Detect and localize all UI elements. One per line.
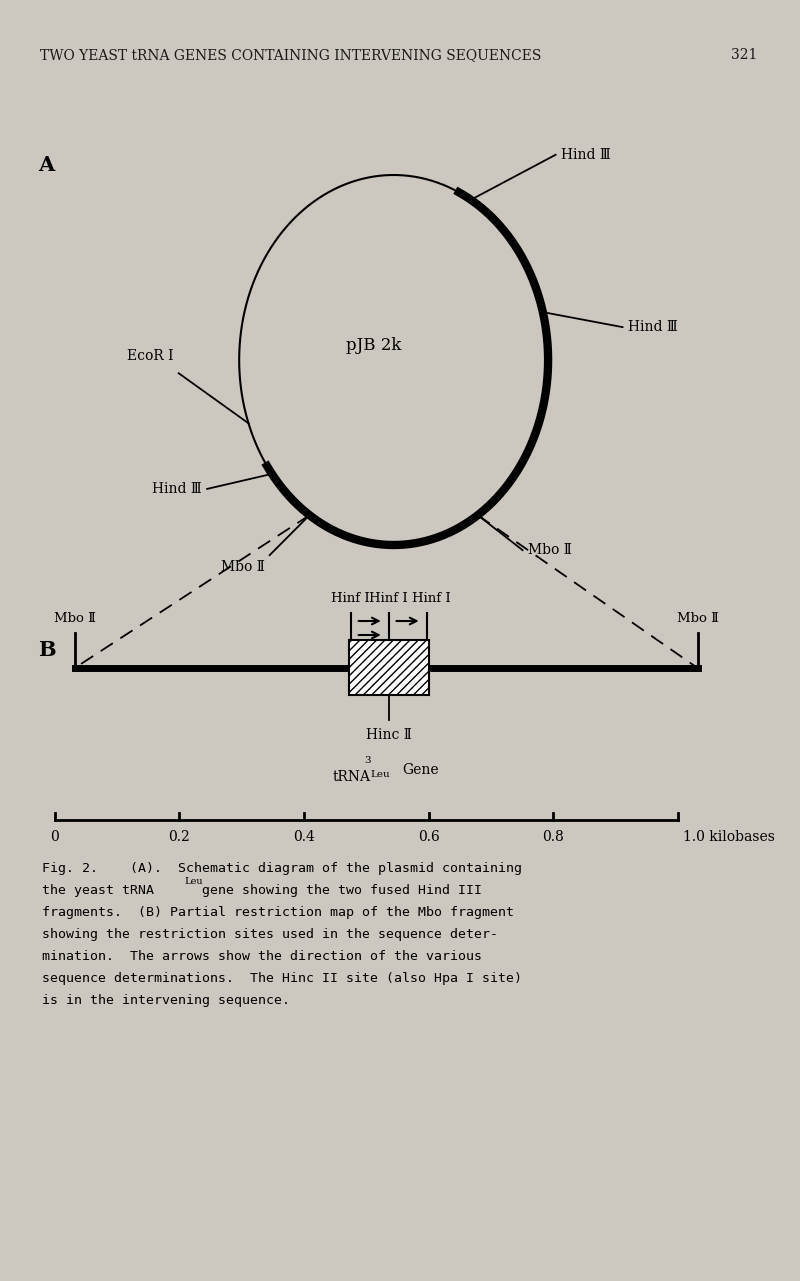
- Text: fragments.  (B) Partial restriction map of the Mbo fragment: fragments. (B) Partial restriction map o…: [42, 906, 514, 918]
- Text: B: B: [38, 640, 55, 660]
- Text: pJB 2k: pJB 2k: [346, 337, 402, 354]
- Text: Mbo Ⅱ: Mbo Ⅱ: [677, 612, 718, 625]
- Text: Hinc Ⅱ: Hinc Ⅱ: [366, 728, 411, 742]
- Text: Mbo Ⅱ: Mbo Ⅱ: [54, 612, 96, 625]
- Text: TWO YEAST tRNA GENES CONTAINING INTERVENING SEQUENCES: TWO YEAST tRNA GENES CONTAINING INTERVEN…: [40, 47, 542, 61]
- Text: Leu: Leu: [370, 770, 390, 779]
- Text: A: A: [38, 155, 54, 175]
- Text: Mbo Ⅱ: Mbo Ⅱ: [527, 543, 571, 557]
- Text: 321: 321: [731, 47, 758, 61]
- Text: Hinf I: Hinf I: [412, 592, 451, 605]
- Text: 0: 0: [50, 830, 59, 844]
- Text: 0.4: 0.4: [293, 830, 315, 844]
- Text: Hind Ⅲ: Hind Ⅲ: [627, 320, 678, 334]
- Text: Hinf I: Hinf I: [370, 592, 408, 605]
- Text: EcoR I: EcoR I: [127, 350, 174, 364]
- Text: is in the intervening sequence.: is in the intervening sequence.: [42, 994, 290, 1007]
- Text: 1.0 kilobases: 1.0 kilobases: [682, 830, 774, 844]
- Text: 0.8: 0.8: [542, 830, 564, 844]
- Text: tRNA: tRNA: [333, 770, 370, 784]
- Text: showing the restriction sites used in the sequence deter-: showing the restriction sites used in th…: [42, 927, 498, 942]
- Text: 0.2: 0.2: [169, 830, 190, 844]
- Text: Hinf I: Hinf I: [331, 592, 370, 605]
- Text: Fig. 2.    (A).  Schematic diagram of the plasmid containing: Fig. 2. (A). Schematic diagram of the pl…: [42, 862, 522, 875]
- Text: Hind Ⅲ: Hind Ⅲ: [153, 482, 202, 496]
- Text: mination.  The arrows show the direction of the various: mination. The arrows show the direction …: [42, 951, 482, 963]
- Text: the yeast tRNA      gene showing the two fused Hind III: the yeast tRNA gene showing the two fuse…: [42, 884, 482, 897]
- Text: Hind Ⅲ: Hind Ⅲ: [561, 147, 610, 161]
- Text: Gene: Gene: [402, 763, 439, 778]
- Text: sequence determinations.  The Hinc II site (also Hpa I site): sequence determinations. The Hinc II sit…: [42, 972, 522, 985]
- Bar: [349, 640, 429, 696]
- Text: 3: 3: [364, 756, 370, 765]
- Text: Leu: Leu: [184, 877, 203, 886]
- Text: 0.6: 0.6: [418, 830, 439, 844]
- Text: Mbo Ⅱ: Mbo Ⅱ: [221, 560, 265, 574]
